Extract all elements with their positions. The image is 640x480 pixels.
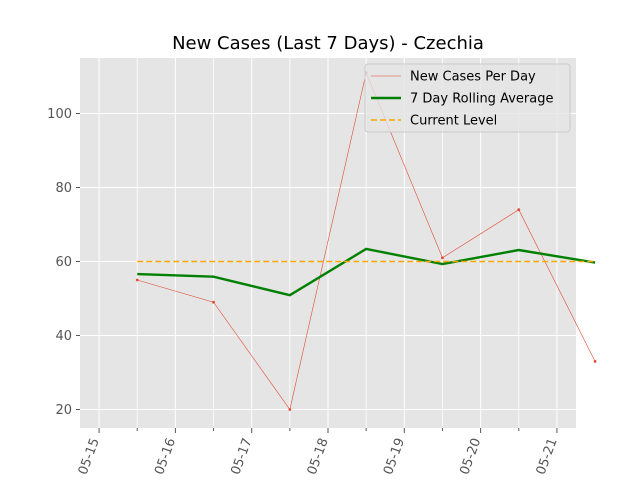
y-tick-label: 40 [55, 329, 72, 344]
x-tick-label: 05-16 [152, 436, 179, 477]
data-point [441, 256, 444, 260]
legend: New Cases Per Day 7 Day Rolling Average Cu… [364, 63, 571, 133]
x-tick-label: 05-17 [228, 436, 255, 477]
x-tick-label: 05-18 [305, 436, 332, 477]
legend-box [364, 63, 571, 133]
x-tick-label: 05-15 [76, 436, 103, 477]
y-tick-label: 20 [55, 403, 72, 418]
y-tick-label: 80 [55, 181, 72, 196]
data-point [135, 278, 139, 282]
data-point [288, 408, 292, 411]
x-tick-label: 05-20 [457, 436, 484, 477]
data-point [593, 360, 597, 363]
x-tick-label: 05-19 [381, 436, 408, 477]
data-point [212, 300, 215, 304]
y-tick-label: 100 [47, 107, 72, 122]
legend-entry: 7 Day Rolling Average [410, 92, 553, 107]
data-point [517, 208, 521, 212]
x-tick-label: 05-21 [534, 436, 561, 477]
y-axis: 20 40 60 80 100 [47, 107, 80, 418]
y-tick-label: 60 [55, 255, 72, 270]
chart-title: New Cases (Last 7 Days) - Czechia [172, 33, 484, 54]
legend-entry: New Cases Per Day [410, 70, 536, 85]
x-axis: 05-15 05-16 05-17 05-18 05-19 05-20 05-21 [76, 428, 561, 477]
legend-entry: Current Level [410, 114, 497, 129]
series-line-1 [137, 247, 596, 297]
